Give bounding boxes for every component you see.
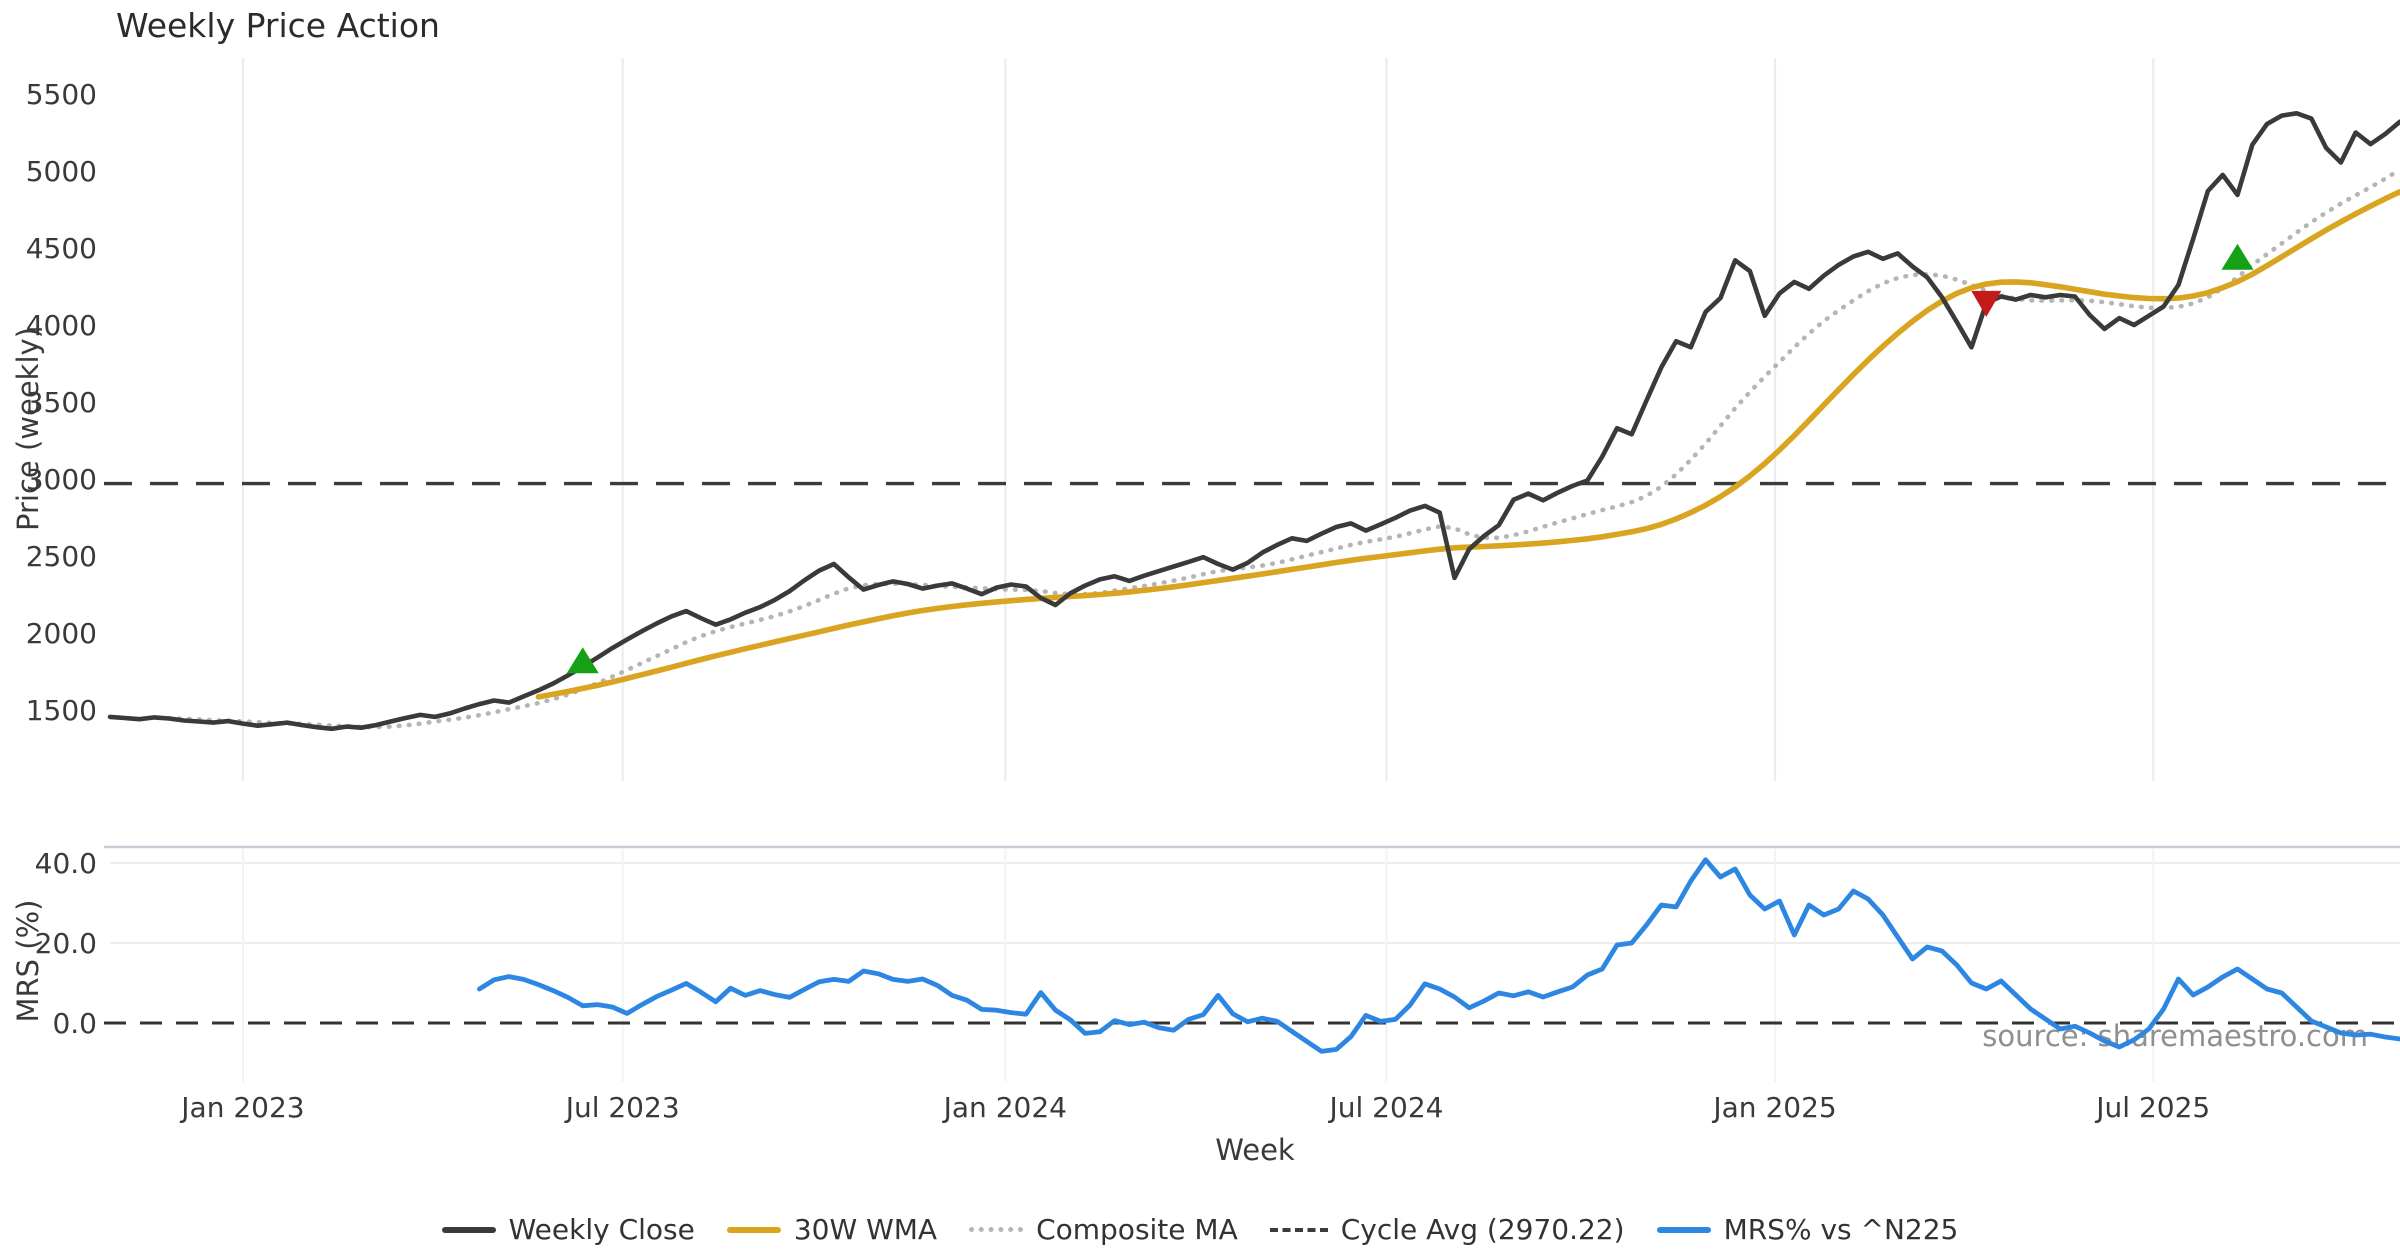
legend-solid-sample xyxy=(441,1226,496,1233)
price-tick-label: 5000 xyxy=(26,155,97,188)
mrs-tick-label: 0.0 xyxy=(52,1007,97,1040)
legend-item-cycle-avg-2970-22-: Cycle Avg (2970.22) xyxy=(1269,1213,1625,1246)
price-tick-label: 4000 xyxy=(26,309,97,342)
price-axis-label: Price (weekly) xyxy=(11,327,45,532)
legend-solid-sample xyxy=(726,1226,781,1233)
price-tick-label: 4500 xyxy=(26,232,97,265)
legend-dashed-sample xyxy=(1269,1227,1328,1232)
x-tick-label: Jul 2025 xyxy=(2094,1091,2210,1124)
legend-label: 30W WMA xyxy=(793,1213,938,1246)
x-tick-label: Jan 2024 xyxy=(942,1091,1067,1124)
weekly-close-line xyxy=(107,111,2400,732)
price-tick-label: 2000 xyxy=(26,617,97,650)
price-tick-label: 1500 xyxy=(26,694,97,727)
sell-marker xyxy=(1971,290,2002,317)
legend-item-30w-wma: 30W WMA xyxy=(726,1213,938,1246)
legend-item-weekly-close: Weekly Close xyxy=(441,1213,695,1246)
x-tick-label: Jul 2024 xyxy=(1328,1091,1444,1124)
buy-marker xyxy=(2221,243,2254,270)
x-axis-label: Week xyxy=(1215,1133,1295,1167)
legend-label: MRS% vs ^N225 xyxy=(1723,1213,1959,1246)
legend-solid-sample xyxy=(1656,1226,1711,1233)
mrs-axis-label: MRS (%) xyxy=(11,899,45,1023)
mrs-tick-label: 40.0 xyxy=(35,847,97,880)
buy-marker xyxy=(566,647,599,674)
x-tick-label: Jul 2023 xyxy=(564,1091,680,1124)
legend-label: Cycle Avg (2970.22) xyxy=(1340,1213,1625,1246)
legend-dotted-sample xyxy=(969,1227,1024,1232)
chart-title: Weekly Price Action xyxy=(116,6,440,45)
mrs-tick-label: 20.0 xyxy=(35,927,97,960)
legend-item-composite-ma: Composite MA xyxy=(969,1213,1238,1246)
legend: Weekly Close 30W WMA Composite MA Cycle Avg… xyxy=(0,1213,2400,1246)
watermark: source: sharemaestro.com xyxy=(1982,1019,2368,1053)
price-tick-label: 5500 xyxy=(26,78,97,111)
price-tick-label: 2500 xyxy=(26,540,97,573)
legend-item-mrs-vs-n225: MRS% vs ^N225 xyxy=(1656,1213,1959,1246)
price-tick-label: 3000 xyxy=(26,463,97,496)
price-tick-label: 3500 xyxy=(26,386,97,419)
legend-label: Weekly Close xyxy=(508,1213,695,1246)
composite-ma-line xyxy=(166,167,2400,730)
x-tick-label: Jan 2025 xyxy=(1711,1091,1836,1124)
mrs-line xyxy=(476,857,2400,1054)
x-tick-label: Jan 2023 xyxy=(179,1091,304,1124)
wma30-line xyxy=(535,189,2400,700)
legend-label: Composite MA xyxy=(1036,1213,1238,1246)
